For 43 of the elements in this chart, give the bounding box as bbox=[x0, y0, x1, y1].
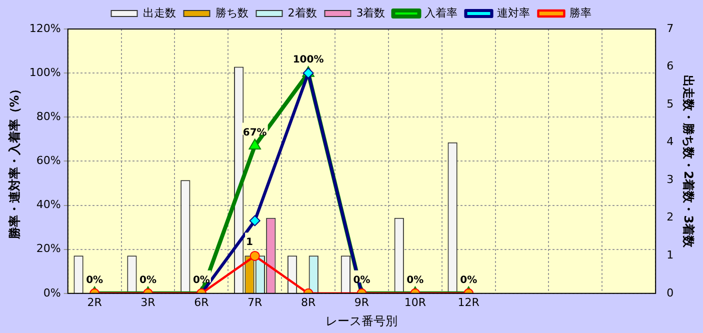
data-label: 0% bbox=[353, 274, 370, 286]
y2-tick-label: 4 bbox=[666, 135, 674, 148]
y2-tick-label: 0 bbox=[666, 286, 674, 300]
x-tick-label: 9R bbox=[354, 296, 370, 309]
x-tick-label: 2R bbox=[87, 296, 102, 309]
data-label: 0% bbox=[406, 274, 424, 286]
y-tick-label: 80% bbox=[36, 110, 61, 123]
y2-tick-label: 3 bbox=[666, 172, 674, 186]
y-axis-title: 勝率・連対率・入着率（%） bbox=[7, 83, 22, 240]
legend-label: 出走数 bbox=[142, 6, 176, 20]
y2-tick-label: 1 bbox=[666, 248, 674, 262]
y2-tick-label: 6 bbox=[666, 60, 674, 73]
x-tick-label: 3R bbox=[140, 296, 156, 309]
x-tick-label: 7R bbox=[248, 296, 263, 309]
y2-tick-label: 2 bbox=[666, 210, 674, 224]
y-tick-label: 60% bbox=[36, 154, 61, 168]
legend-label: 3着数 bbox=[356, 6, 386, 20]
y-tick-label: 100% bbox=[29, 66, 61, 79]
legend-label: 2着数 bbox=[288, 6, 317, 20]
x-tick-label: 8R bbox=[300, 296, 316, 309]
x-tick-label: 12R bbox=[458, 296, 480, 309]
legend-label: 連対率 bbox=[497, 6, 530, 20]
data-label: 1 bbox=[246, 237, 254, 248]
data-label: 0% bbox=[460, 274, 478, 286]
data-label: 0% bbox=[192, 274, 210, 286]
y2-axis-title: 出走数・勝ち数・2着数・3着数 bbox=[682, 74, 696, 249]
legend-label: 勝率 bbox=[570, 6, 592, 20]
y-tick-label: 20% bbox=[36, 242, 61, 256]
y-tick-label: 0% bbox=[43, 286, 61, 300]
data-label: 100% bbox=[292, 54, 324, 66]
data-label: 0% bbox=[140, 274, 156, 286]
y2-tick-label: 5 bbox=[666, 97, 674, 110]
x-tick-label: 6R bbox=[194, 296, 210, 309]
legend-label: 入着率 bbox=[424, 6, 458, 20]
data-label: 0% bbox=[86, 274, 104, 286]
y2-tick-label: 7 bbox=[666, 22, 674, 35]
x-axis-title: レース番号別 bbox=[326, 314, 398, 328]
data-label: 67% bbox=[242, 127, 267, 138]
legend-label: 勝ち数 bbox=[215, 6, 248, 20]
point bbox=[248, 138, 261, 150]
y-tick-label: 40% bbox=[36, 198, 61, 212]
y-tick-label: 120% bbox=[29, 22, 61, 35]
x-tick-label: 10R bbox=[404, 296, 426, 309]
